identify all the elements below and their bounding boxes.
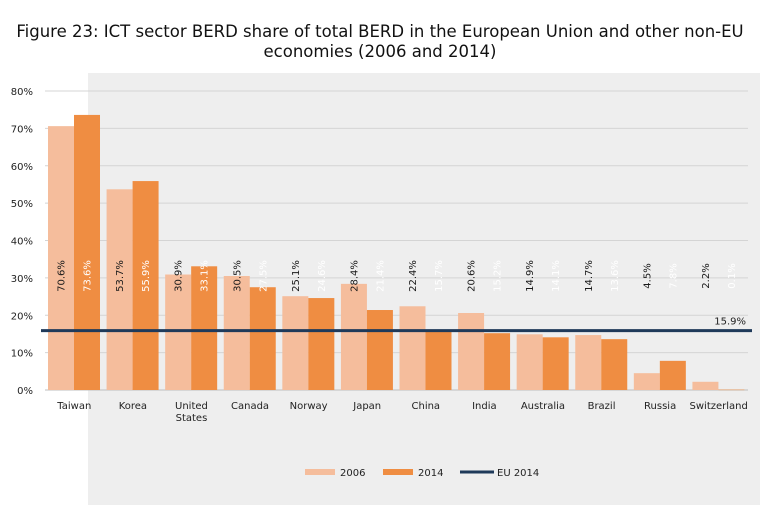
- bar-value-label: 2.2%: [701, 263, 712, 288]
- bar-value-label: 55.9%: [141, 260, 152, 292]
- bar-value-label: 73.6%: [83, 260, 94, 292]
- x-category-label: Australia: [521, 401, 565, 412]
- bar-2006-china: [399, 306, 426, 390]
- legend: 2006 2014 EU 2014: [305, 468, 539, 479]
- x-category-label: Norway: [290, 401, 328, 412]
- bar-2006-australia: [516, 334, 543, 390]
- x-category-label: China: [412, 401, 441, 412]
- eu-2014-value-label: 15.9%: [714, 317, 746, 328]
- bar-2014-australia: [542, 337, 569, 390]
- gridlines: [45, 90, 748, 354]
- bar-2014-russia: [659, 360, 686, 390]
- bar-2014-china: [425, 331, 452, 390]
- bar-value-label: 13.6%: [610, 260, 621, 292]
- bar-2006-canada: [223, 276, 250, 390]
- bar-value-label: 28.4%: [349, 260, 360, 292]
- bar-2006-united-states: [165, 274, 192, 390]
- bar-2006-switzerland: [692, 381, 719, 390]
- bar-2006-japan: [340, 283, 367, 390]
- bar-value-label: 20.6%: [467, 260, 478, 292]
- bar-value-label: 14.9%: [525, 260, 536, 292]
- bar-2014-korea: [132, 181, 159, 390]
- x-category-label: India: [472, 401, 497, 412]
- x-category-label: Korea: [119, 401, 147, 412]
- chart-title-line-1: Figure 23: ICT sector BERD share of tota…: [16, 22, 744, 41]
- legend-swatch-2014: [383, 469, 413, 475]
- bar-2006-norway: [282, 296, 309, 390]
- bar-value-label: 7.8%: [668, 263, 679, 288]
- legend-label-2006: 2006: [340, 468, 365, 479]
- y-tick-label: 70%: [11, 124, 33, 135]
- bar-value-label: 53.7%: [115, 260, 126, 292]
- bar-value-label: 70.6%: [57, 260, 68, 292]
- y-tick-label: 0%: [17, 386, 33, 397]
- bar-2014-switzerland: [718, 389, 745, 391]
- legend-swatch-2006: [305, 469, 335, 475]
- x-category-label: Japan: [352, 401, 381, 412]
- bar-2014-brazil: [601, 339, 628, 390]
- x-category-label: Switzerland: [690, 401, 748, 412]
- bar-2006-brazil: [575, 335, 602, 390]
- y-tick-label: 80%: [11, 87, 33, 98]
- x-category-label: United States: [175, 401, 208, 424]
- eu-reference-line: 15.9%: [41, 317, 752, 333]
- x-category-label: Taiwan: [56, 401, 91, 412]
- bar-value-label: 14.7%: [584, 260, 595, 292]
- bar-value-label: 25.1%: [291, 260, 302, 292]
- chart-title: Figure 23: ICT sector BERD share of tota…: [0, 22, 760, 62]
- bar-2014-india: [484, 333, 511, 390]
- bar-2014-canada: [249, 287, 276, 390]
- bar-value-label: 24.6%: [317, 260, 328, 292]
- bar-value-label: 0.1%: [727, 263, 738, 288]
- bar-value-label: 30.5%: [232, 260, 243, 292]
- bar-value-labels: 70.6% 53.7% 30.9% 30.5% 25.1% 28.4% 22.4% 20.6%…: [57, 260, 738, 292]
- bar-2014-norway: [308, 298, 335, 390]
- bar-2006-india: [458, 313, 485, 390]
- bar-value-label: 27.5%: [258, 260, 269, 292]
- bar-2006-russia: [633, 373, 660, 390]
- chart-title-line-2: economies (2006 and 2014): [263, 42, 497, 61]
- legend-label-2014: 2014: [418, 468, 443, 479]
- x-category-label: Canada: [231, 401, 269, 412]
- bar-2006-taiwan: [48, 126, 74, 390]
- bar-value-label: 14.1%: [551, 260, 562, 292]
- bar-value-label: 30.9%: [174, 260, 185, 292]
- bar-2014-taiwan: [74, 114, 100, 391]
- y-tick-label: 20%: [11, 311, 33, 322]
- bar-value-label: 21.4%: [375, 260, 386, 292]
- y-tick-label: 60%: [11, 162, 33, 173]
- bar-2014-united-states: [191, 266, 218, 390]
- x-axis: Taiwan Korea United States Canada Norway Japan…: [56, 401, 748, 424]
- bar-value-label: 15.7%: [434, 260, 445, 292]
- x-category-label: Brazil: [588, 401, 616, 412]
- y-tick-label: 30%: [11, 274, 33, 285]
- bar-2014-japan: [366, 310, 393, 390]
- bar-value-label: 33.1%: [200, 260, 211, 292]
- y-tick-label: 40%: [11, 237, 33, 248]
- bar-value-label: 22.4%: [408, 260, 419, 292]
- bar-value-label: 4.5%: [642, 263, 653, 288]
- x-category-label: Russia: [644, 401, 676, 412]
- bar-2006-korea: [106, 189, 133, 390]
- bar-value-label: 15.2%: [493, 260, 504, 292]
- legend-label-eu-2014: EU 2014: [497, 468, 539, 479]
- y-tick-label: 50%: [11, 199, 33, 210]
- y-tick-label: 10%: [11, 349, 33, 360]
- y-axis: 0% 10% 20% 30% 40% 50% 60% 70% 80%: [11, 87, 748, 397]
- bars: [48, 114, 745, 391]
